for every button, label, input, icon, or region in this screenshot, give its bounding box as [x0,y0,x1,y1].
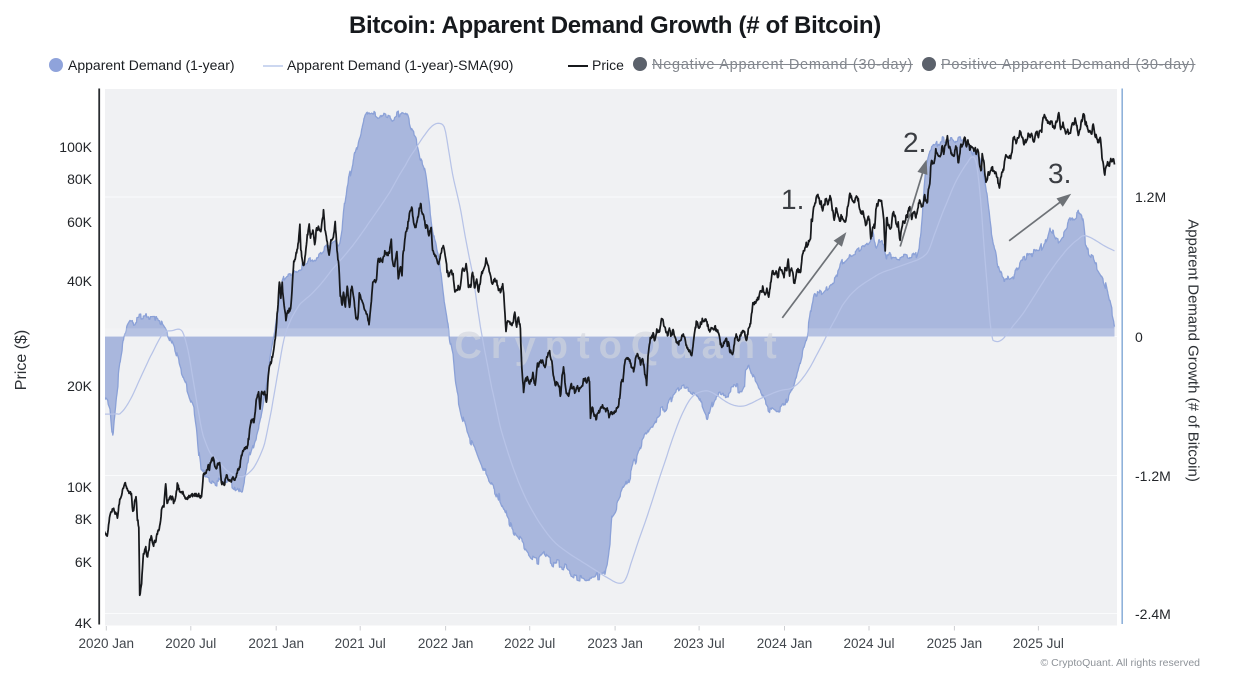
svg-text:CryptoQuant: CryptoQuant [454,325,785,367]
svg-text:3.: 3. [1048,158,1071,189]
svg-text:1.: 1. [781,184,804,215]
svg-text:2.: 2. [903,127,926,158]
